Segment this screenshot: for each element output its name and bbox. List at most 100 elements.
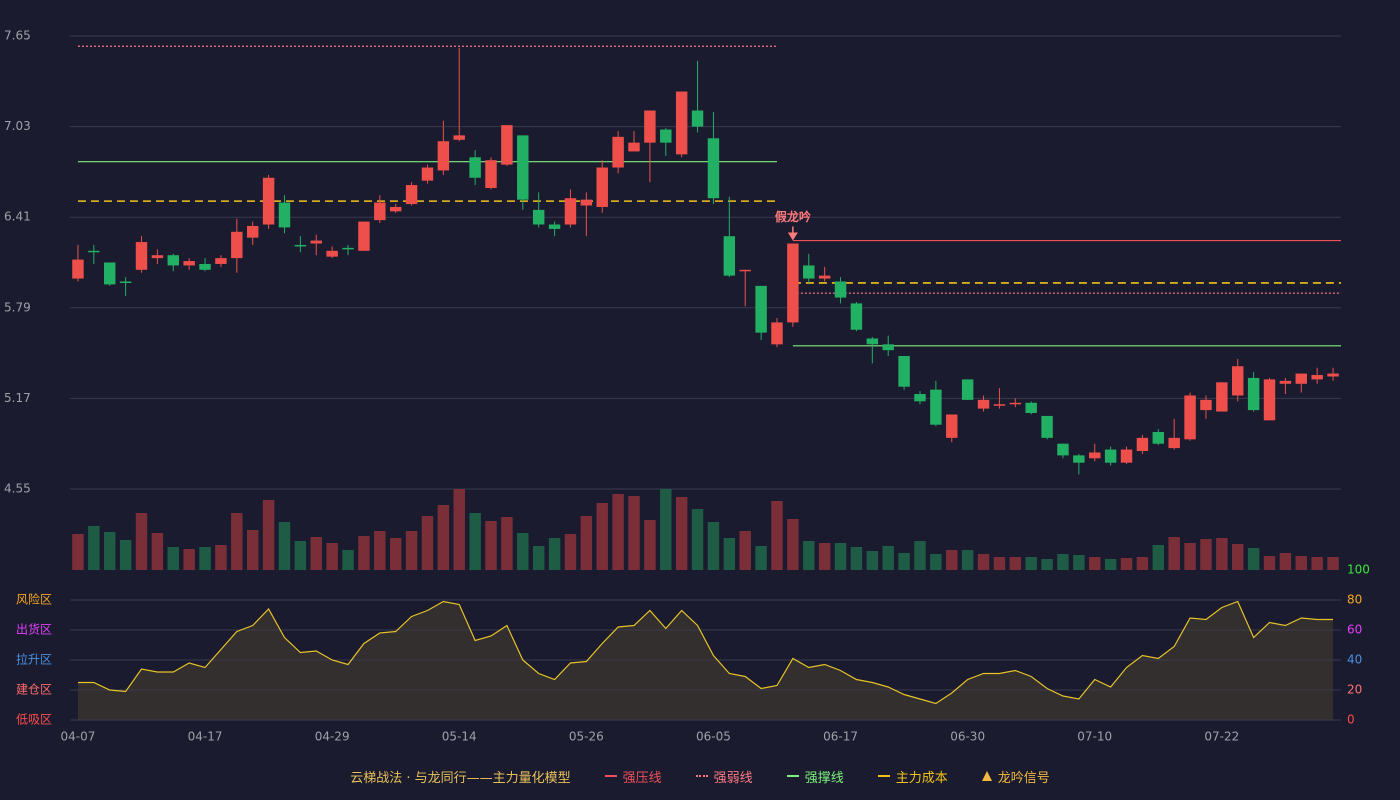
candle-body xyxy=(739,269,751,272)
volume-bar xyxy=(850,547,863,570)
zone-label: 风险区 xyxy=(16,592,52,607)
candle-body xyxy=(103,262,116,285)
candle-body xyxy=(866,338,879,345)
volume-bar xyxy=(898,553,910,570)
volume-bar xyxy=(1311,557,1323,570)
candle-body xyxy=(262,177,275,225)
legend-label: 强撑线 xyxy=(804,770,844,786)
volume-bar xyxy=(1216,538,1228,570)
volume-bar xyxy=(532,546,545,570)
volume-bar xyxy=(1089,557,1101,570)
legend-symbol xyxy=(877,775,890,777)
candle-body xyxy=(310,240,322,244)
volume-bar xyxy=(660,489,672,570)
volume-bar xyxy=(787,519,799,570)
candle-body xyxy=(882,344,894,351)
y-tick-label: 7.65 xyxy=(4,29,31,43)
volume-bar xyxy=(1041,559,1053,570)
zone-label: 出货区 xyxy=(16,622,52,637)
volume-bar xyxy=(1073,555,1085,570)
volume-bar xyxy=(342,550,354,570)
legend-item: 主力成本 xyxy=(877,767,948,786)
x-tick-label: 06-30 xyxy=(950,730,985,744)
volume-bar xyxy=(1057,554,1069,570)
candle-body xyxy=(1168,437,1180,449)
volume-bar xyxy=(771,501,783,570)
candle-body xyxy=(946,414,958,438)
candle-body xyxy=(707,138,720,199)
legend: 云梯战法 · 与龙同行——主力量化模型 强压线 强弱线 强撑线 主力成本 龙吟信号 xyxy=(0,764,1400,788)
candle-body xyxy=(834,281,847,298)
legend-symbol xyxy=(786,775,799,777)
volume-bar xyxy=(675,497,688,570)
candle-body xyxy=(564,198,577,225)
candle-body xyxy=(1041,415,1053,438)
candle-body xyxy=(405,185,418,205)
zone-label: 拉升区 xyxy=(16,652,52,667)
x-tick-label: 07-10 xyxy=(1077,730,1112,744)
candle-body xyxy=(1184,395,1196,440)
zone-label: 建仓区 xyxy=(16,683,52,697)
candle-body xyxy=(278,202,291,228)
volume-bar xyxy=(580,516,593,570)
volume-bar xyxy=(628,496,640,570)
candle-body xyxy=(135,242,148,270)
candle-body xyxy=(596,167,608,207)
candle-body xyxy=(628,142,640,152)
candle-body xyxy=(469,157,481,178)
candle-body xyxy=(326,250,338,257)
y2-tick-label: 20 xyxy=(1347,683,1362,697)
candle-body xyxy=(818,275,831,279)
volume-bar xyxy=(596,503,608,570)
volume-bar xyxy=(1327,557,1339,570)
volume-bar xyxy=(1152,545,1165,570)
candle-body xyxy=(612,136,624,168)
indicator-line xyxy=(77,600,1334,705)
volume-bar xyxy=(374,531,386,570)
volume-bar xyxy=(199,547,211,570)
y-tick-label: 6.41 xyxy=(4,210,31,224)
legend-label: 龙吟信号 xyxy=(997,770,1050,786)
candle-body xyxy=(374,202,386,221)
volume-bar xyxy=(1279,553,1292,570)
candle-body xyxy=(961,379,974,400)
candle-body xyxy=(771,322,783,345)
legend-symbol xyxy=(981,771,992,781)
candle-body xyxy=(389,206,402,212)
volume-bar xyxy=(262,500,275,570)
candle-body xyxy=(1311,375,1323,380)
candle-body xyxy=(1009,402,1022,405)
volume-bar xyxy=(548,538,561,570)
signal-label: 假龙吟 xyxy=(775,209,811,224)
volume-bar xyxy=(818,543,831,570)
y-tick-label: 7.03 xyxy=(4,119,31,133)
y-tick-label: 4.55 xyxy=(4,482,31,496)
volume-bar xyxy=(803,541,815,570)
legend-label: 主力成本 xyxy=(895,770,948,786)
volume-bar xyxy=(501,517,513,570)
candle-body xyxy=(119,281,132,283)
candle-body xyxy=(151,255,164,259)
volume-bar xyxy=(1263,556,1276,570)
volume-bar xyxy=(183,549,195,570)
legend-label: 强弱线 xyxy=(713,770,753,786)
candle-body xyxy=(342,247,354,250)
legend-item: 强弱线 xyxy=(695,767,753,786)
volume-bar xyxy=(437,505,450,570)
volume-bar xyxy=(1104,559,1117,570)
volume-bar xyxy=(1184,543,1196,570)
volume-bar xyxy=(485,521,497,570)
volume-bar xyxy=(231,513,243,570)
legend-item: 龙吟信号 xyxy=(981,767,1050,786)
volume-bar xyxy=(977,554,990,570)
volume-bar xyxy=(914,541,926,570)
x-tick-label: 07-22 xyxy=(1204,730,1239,744)
volume-bar xyxy=(389,538,402,570)
candle-body xyxy=(1025,402,1037,414)
x-tick-label: 04-29 xyxy=(315,730,350,744)
candle-body xyxy=(660,129,672,143)
volume-bar xyxy=(930,554,942,570)
volume-bar xyxy=(723,538,736,570)
candle-body xyxy=(1089,452,1101,459)
